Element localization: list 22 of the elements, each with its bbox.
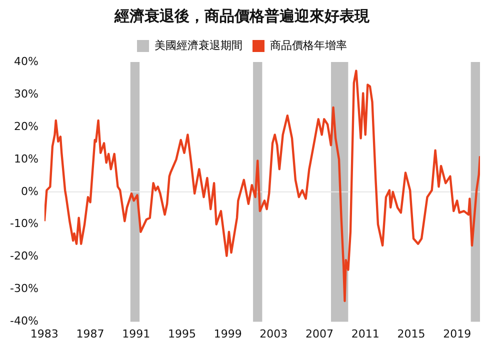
x-tick-label: 2011 — [351, 327, 380, 340]
x-tick-label: 1999 — [214, 327, 242, 340]
y-tick-label: -10% — [10, 217, 38, 230]
y-tick-label: -20% — [10, 250, 38, 263]
x-tick-label: 1983 — [30, 327, 58, 340]
legend-label: 商品價格年增率 — [270, 38, 347, 52]
legend-label: 美國經濟衰退期間 — [154, 38, 242, 52]
y-tick-label: 40% — [14, 54, 38, 68]
x-tick-label: 2019 — [443, 327, 472, 340]
chart-title: 經濟衰退後，商品價格普遍迎來好表現 — [114, 6, 370, 25]
x-tick-label: 1991 — [122, 327, 150, 340]
x-tick-label: 2003 — [260, 327, 288, 340]
x-tick-label: 2007 — [306, 327, 334, 340]
y-tick-label: 20% — [14, 120, 38, 133]
x-tick-label: 1995 — [168, 327, 196, 340]
x-tick-label: 1987 — [76, 327, 104, 340]
x-tick-label: 2015 — [397, 327, 426, 340]
y-tick-label: -30% — [10, 282, 38, 296]
y-tick-label: 30% — [14, 87, 38, 100]
y-tick-label: 10% — [14, 152, 38, 166]
y-tick-label: -40% — [10, 314, 38, 328]
y-tick-label: 0% — [20, 184, 38, 198]
